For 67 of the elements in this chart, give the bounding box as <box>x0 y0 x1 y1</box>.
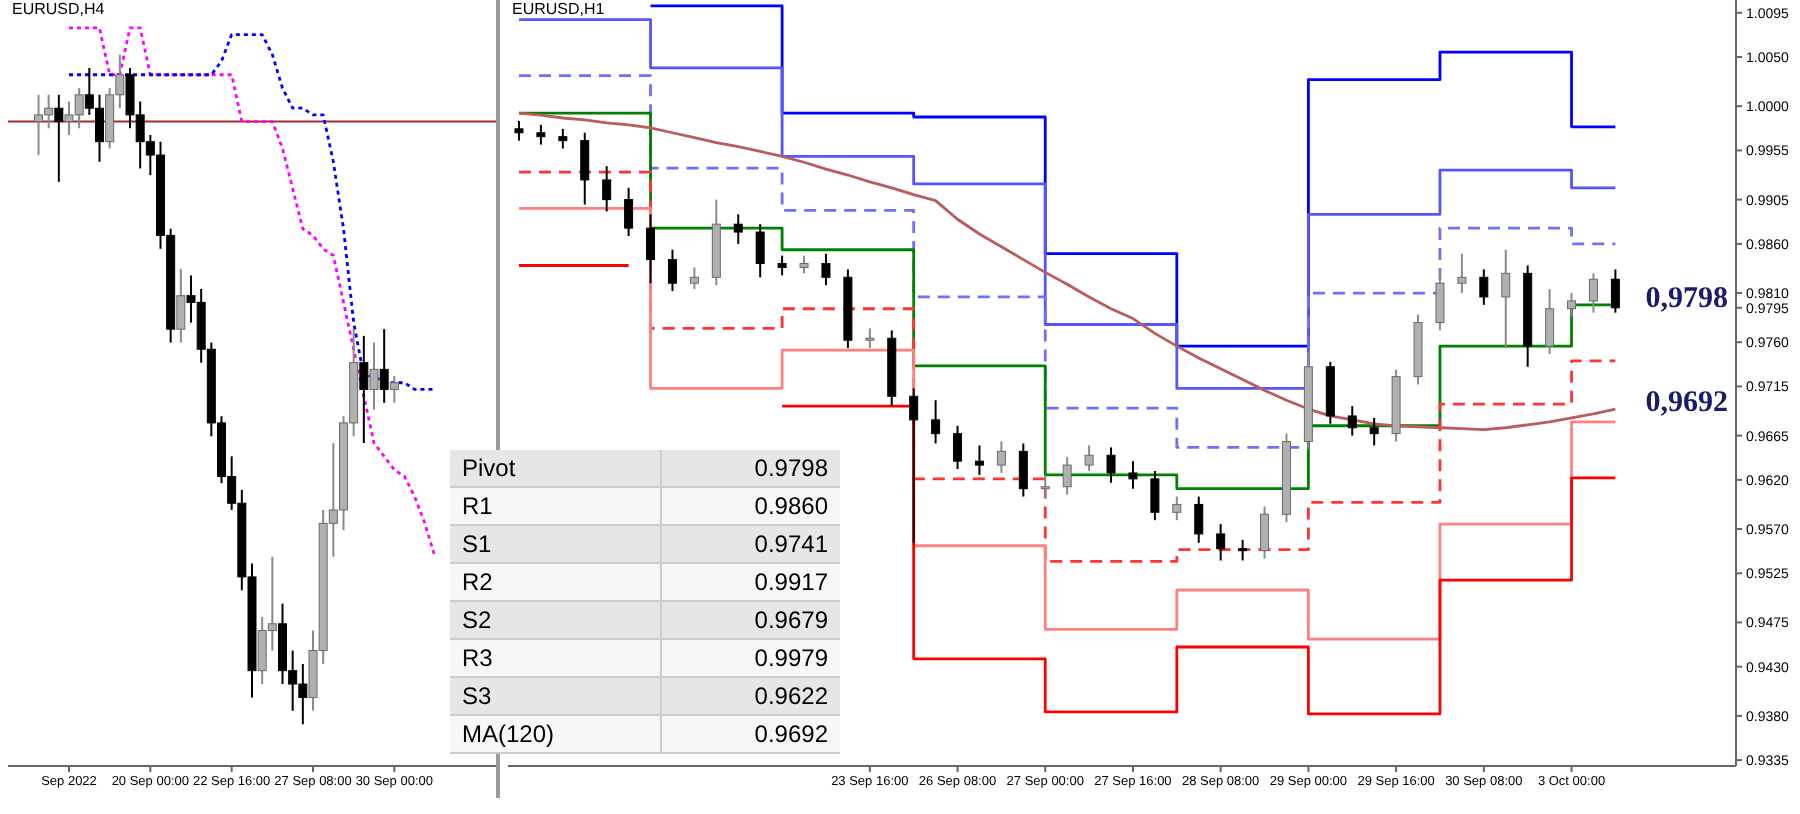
candlestick <box>909 387 919 544</box>
text: S2 <box>462 606 492 634</box>
annotation: 0.9917 <box>661 563 840 601</box>
candlestick <box>755 223 765 279</box>
candlestick <box>176 267 186 344</box>
candlestick <box>536 123 546 146</box>
candlestick <box>1062 456 1072 496</box>
candlestick <box>1545 288 1555 355</box>
candlestick <box>931 399 941 445</box>
annotation: 0.9692 <box>661 715 840 753</box>
candlestick <box>953 424 963 471</box>
text: 0,9798 <box>1645 283 1728 317</box>
candlestick <box>974 444 984 476</box>
candlestick <box>389 375 399 404</box>
candlestick <box>1588 272 1598 314</box>
candlestick <box>821 252 831 287</box>
candlestick <box>1084 444 1094 473</box>
annotation: 0.9798 <box>661 450 840 487</box>
candlestick <box>359 334 369 444</box>
candlestick <box>1479 268 1489 306</box>
annotation: 0.9679 <box>661 601 840 639</box>
candlestick <box>580 131 590 206</box>
annotation: 0.9741 <box>661 525 840 563</box>
text: S1 <box>462 530 492 558</box>
candlestick <box>54 93 64 183</box>
annotation: 0.9622 <box>661 677 840 715</box>
text: 0,9692 <box>1645 387 1728 421</box>
candlestick <box>865 327 875 350</box>
candlestick <box>689 266 699 291</box>
chart-title: EURUSD,H1 <box>512 0 605 18</box>
annotation: 0.9860 <box>661 487 840 525</box>
candlestick <box>1018 442 1028 498</box>
candlestick <box>1216 523 1226 562</box>
candlestick <box>1435 268 1445 332</box>
candlestick <box>1172 495 1182 522</box>
text: R1 <box>462 492 493 520</box>
candlestick <box>1150 470 1160 522</box>
candlestick <box>1238 538 1248 562</box>
candlestick <box>996 440 1006 474</box>
candlestick <box>1369 416 1379 447</box>
candlestick <box>1040 473 1050 500</box>
annotation: MA(120) <box>450 715 662 753</box>
candlestick <box>514 119 524 142</box>
candlestick <box>646 213 656 285</box>
chart-title: EURUSD,H4 <box>12 0 105 18</box>
candlestick <box>1610 268 1620 314</box>
candlestick <box>1106 446 1116 484</box>
text: R3 <box>462 644 493 672</box>
candlestick <box>1260 505 1270 560</box>
candlestick <box>1567 292 1577 318</box>
candlestick <box>1457 252 1467 295</box>
candlestick <box>624 186 634 237</box>
annotation: 0.9979 <box>661 639 840 677</box>
candlestick <box>733 213 743 245</box>
candlestick <box>602 165 612 213</box>
text: S3 <box>462 682 492 710</box>
candlestick <box>1347 405 1357 437</box>
candlestick <box>1128 460 1138 490</box>
candlestick <box>667 248 677 293</box>
text: R2 <box>462 568 493 596</box>
candlestick <box>1501 248 1511 350</box>
candlestick <box>369 341 379 411</box>
candlestick <box>379 328 389 404</box>
candlestick <box>558 127 568 150</box>
annotation: Pivot <box>450 450 662 487</box>
candlestick <box>1194 495 1204 544</box>
candlestick <box>777 254 787 277</box>
